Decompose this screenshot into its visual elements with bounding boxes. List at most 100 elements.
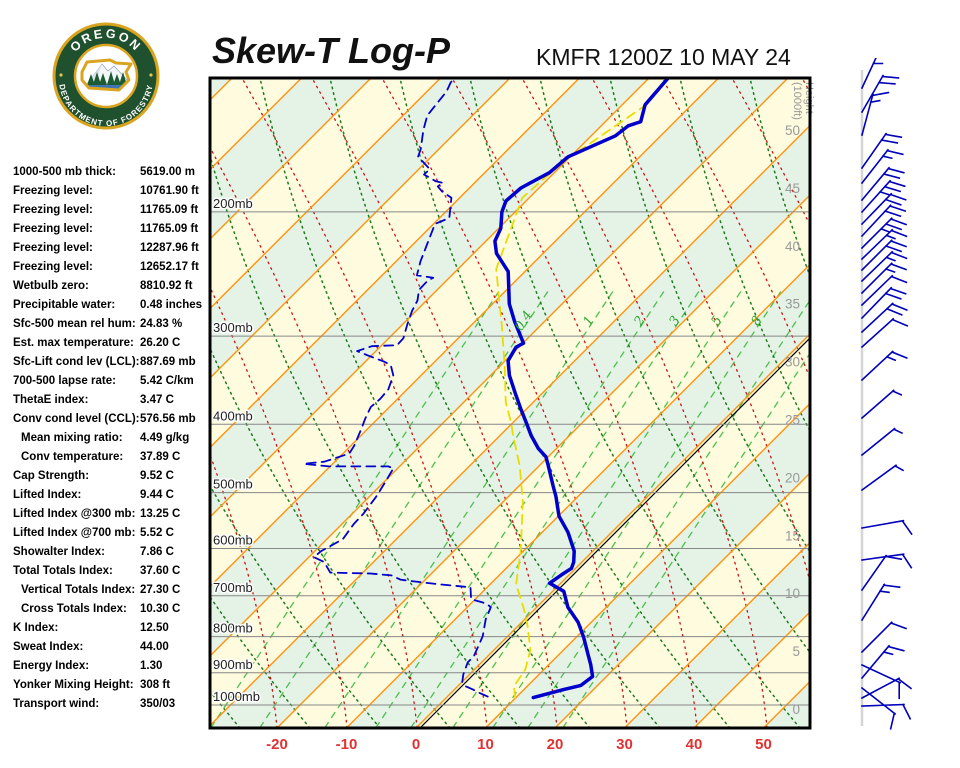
stat-value: 308 ft [140, 679, 171, 691]
seal-state-scene [80, 58, 133, 92]
stat-row: Energy Index: 1.30 [13, 657, 213, 676]
svg-text:200mb: 200mb [213, 196, 253, 211]
stat-row: Freezing level: 12652.17 ft [13, 258, 213, 277]
stat-row: Yonker Mixing Height: 308 ft [13, 676, 213, 695]
pressure-gridlines [210, 211, 810, 706]
svg-text:40: 40 [785, 239, 800, 254]
svg-text:5: 5 [792, 644, 800, 659]
svg-text:0: 0 [792, 702, 800, 717]
stat-value: 37.89 C [140, 451, 181, 463]
wind-barb [860, 148, 904, 185]
svg-text:900mb: 900mb [213, 657, 253, 672]
stat-value: 4.49 g/kg [140, 432, 190, 444]
svg-text:10: 10 [477, 736, 494, 753]
isotherm-lines [210, 78, 810, 728]
stat-label: Vertical Totals Index: [21, 584, 136, 596]
wind-barb [861, 519, 913, 536]
wind-barb [860, 166, 905, 202]
stat-label: Lifted Index: [13, 489, 82, 501]
stat-row: Freezing level: 10761.90 ft [13, 182, 213, 201]
svg-text:1000mb: 1000mb [213, 689, 260, 704]
stat-row: Lifted Index @700 mb: 5.52 C [13, 524, 213, 543]
stat-label: Freezing level: [13, 261, 93, 273]
stat-label: Sweat Index: [13, 641, 84, 653]
stat-row: Cap Strength: 9.52 C [13, 467, 213, 486]
temperature-trace [493, 78, 671, 700]
moist-adiabats [210, 78, 810, 728]
wind-barb [860, 217, 908, 250]
wetbulb-trace [495, 78, 669, 699]
seal-dot-left [59, 73, 63, 77]
stat-row: K Index: 12.50 [13, 619, 213, 638]
indices-panel: 1000-500 mb thick: 5619.00 m Freezing leve… [13, 163, 213, 714]
wind-barb [861, 91, 890, 136]
stat-value: 7.86 C [140, 546, 174, 558]
svg-text:40: 40 [686, 736, 703, 753]
mixing-ratio-lines [210, 289, 810, 728]
stat-row: Lifted Index: 9.44 C [13, 486, 213, 505]
stat-value: 11765.09 ft [140, 204, 199, 216]
svg-text:700mb: 700mb [213, 580, 253, 595]
wind-barb [860, 239, 908, 272]
stat-label: Cross Totals Index: [21, 603, 127, 615]
wind-barb [860, 464, 905, 492]
stat-value: 1.30 [140, 660, 163, 672]
stat-row: Transport wind: 350/03 [13, 695, 213, 714]
stat-value: 11765.09 ft [140, 223, 199, 235]
wind-barb [860, 204, 907, 238]
wind-barb [860, 192, 907, 226]
wind-barb [860, 274, 908, 307]
stat-label: 1000-500 mb thick: [13, 166, 116, 178]
background-bands [210, 78, 810, 728]
wind-barb [860, 286, 907, 320]
stat-value: 44.00 [140, 641, 169, 653]
stat-label: Lifted Index @300 mb: [13, 508, 136, 520]
svg-text:800mb: 800mb [213, 621, 253, 636]
stat-value: 13.25 C [140, 508, 181, 520]
stat-label: Energy Index: [13, 660, 90, 672]
odf-logo: OREGON DEPARTMENT OF FORESTRY [52, 22, 160, 130]
stat-label: Yonker Mixing Height: [13, 679, 134, 691]
zero-isotherm-line [419, 337, 810, 728]
stat-value: 37.60 C [140, 565, 181, 577]
stat-value: 5619.00 m [140, 166, 195, 178]
stat-value: 9.52 C [140, 470, 174, 482]
stat-row: Conv cond level (CCL): 576.56 mb [13, 410, 213, 429]
stat-value: 27.30 C [140, 584, 181, 596]
trees [87, 71, 127, 85]
stat-value: 10.30 C [140, 603, 181, 615]
svg-text:-10: -10 [336, 736, 358, 753]
wind-barbs [860, 58, 913, 730]
wind-barb [861, 553, 913, 569]
stat-row: Showalter Index: 7.86 C [13, 543, 213, 562]
stat-value: 8810.92 ft [140, 280, 193, 292]
svg-text:20: 20 [547, 736, 564, 753]
stat-row: Wetbulb zero: 8810.92 ft [13, 277, 213, 296]
stat-row: Conv temperature: 37.89 C [13, 448, 213, 467]
stat-row: Freezing level: 11765.09 ft [13, 201, 213, 220]
svg-text:50: 50 [785, 123, 800, 138]
wind-barb [860, 179, 906, 214]
wind-barb [860, 554, 903, 592]
stat-value: 0.48 inches [140, 299, 203, 311]
stat-row: Vertical Totals Index: 27.30 C [13, 581, 213, 600]
stat-row: Total Totals Index: 37.60 C [13, 562, 213, 581]
svg-text:-20: -20 [266, 736, 288, 753]
stat-value: 12287.96 ft [140, 242, 199, 254]
plot-clip-group [210, 78, 810, 728]
wind-barb [860, 250, 908, 283]
wind-barb [860, 389, 903, 420]
stat-value: 3.47 C [140, 394, 174, 406]
stat-row: Mean mixing ratio: 4.49 g/kg [13, 429, 213, 448]
dewpoint-trace [302, 78, 492, 698]
wind-barb [860, 132, 903, 170]
svg-text:0: 0 [412, 736, 420, 753]
stat-value: 12.50 [140, 622, 169, 634]
stat-row: Precipitable water: 0.48 inches [13, 296, 213, 315]
svg-text:30: 30 [616, 736, 633, 753]
wind-barb [860, 686, 897, 730]
page-title: Skew-T Log-P [212, 30, 451, 71]
stat-value: 24.83 % [140, 318, 183, 330]
temperature-axis-labels: -20 -10 0 10 20 30 40 50 [266, 736, 772, 753]
